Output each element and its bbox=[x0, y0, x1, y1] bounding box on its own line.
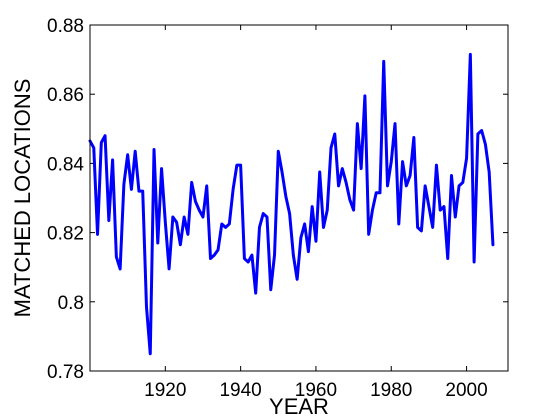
y-tick-label: 0.78 bbox=[47, 362, 84, 383]
y-tick-label: 0.82 bbox=[47, 224, 84, 245]
x-tick-label: 1960 bbox=[295, 380, 337, 401]
x-axis-label: YEAR bbox=[269, 394, 329, 419]
y-axis-label: MATCHED LOCATIONS bbox=[10, 79, 35, 318]
x-tick-label: 1920 bbox=[144, 380, 186, 401]
y-tick-label: 0.8 bbox=[58, 293, 84, 314]
plot-frame bbox=[89, 24, 509, 372]
tick-labels: 1920 1940 1960 1980 2000 0.78 0.8 0.82 0.84 0.86 0… bbox=[47, 16, 488, 401]
y-tick-label: 0.84 bbox=[47, 154, 84, 175]
x-tick-label: 2000 bbox=[445, 380, 487, 401]
x-tick-label: 1980 bbox=[370, 380, 412, 401]
y-tick-label: 0.88 bbox=[47, 16, 84, 37]
x-tick-label: 1940 bbox=[219, 380, 261, 401]
series-line bbox=[88, 52, 495, 356]
y-tick-label: 0.86 bbox=[47, 85, 84, 106]
